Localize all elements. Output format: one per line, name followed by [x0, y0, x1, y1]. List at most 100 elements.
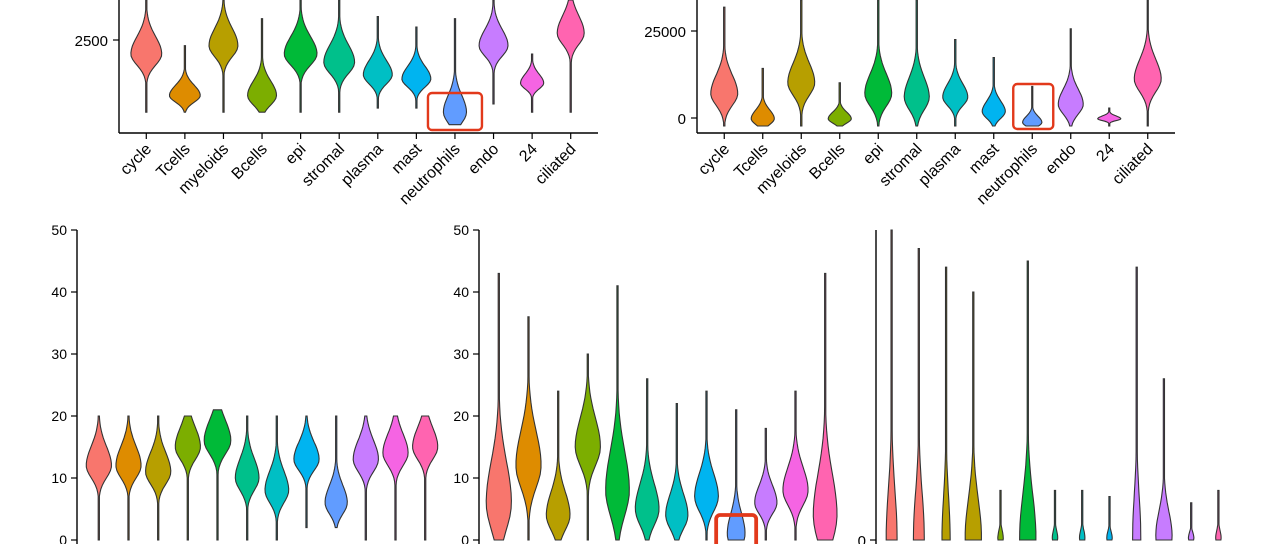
violin-epi — [864, 0, 893, 127]
violin-24 — [1097, 107, 1122, 127]
violin-Bcells — [827, 82, 852, 127]
x-tick-label-endo: endo — [465, 141, 502, 178]
violin-group-10 — [352, 415, 379, 541]
violin-plasma — [362, 16, 393, 109]
x-tick-label-ciliated: ciliated — [1109, 141, 1156, 188]
violin-group-11 — [782, 390, 809, 541]
x-tick-label-cycle: cycle — [117, 141, 155, 179]
violin-group — [710, 0, 1162, 131]
violin-group-6 — [234, 415, 260, 541]
y-ticks: 0 10 20 30 40 50 — [51, 222, 77, 544]
y-tick-label: 40 — [51, 284, 67, 300]
violin-group-5 — [203, 409, 232, 541]
violin-group-2 — [115, 415, 142, 541]
violin-group — [130, 0, 585, 132]
violin-neutrophils — [442, 18, 468, 126]
violin-stromal — [903, 0, 930, 127]
highlight-box — [426, 91, 484, 132]
y-tick-label: 50 — [51, 222, 67, 238]
x-tick-label-epi: epi — [860, 141, 887, 168]
x-tick-label-stromal: stromal — [299, 141, 348, 190]
violin-group-1 — [485, 272, 512, 541]
violin-mast — [401, 26, 432, 109]
violin-group-6 — [634, 378, 660, 541]
violin-group-12 — [412, 415, 439, 541]
violin-ciliated — [1133, 0, 1162, 127]
violin-Bcells — [247, 18, 278, 113]
y-tick-label: 0 — [858, 533, 866, 544]
violin-24 — [519, 53, 545, 113]
y-tick-label: 20 — [453, 408, 469, 424]
x-tick-label-Bcells: Bcells — [806, 141, 848, 183]
panel-bottom-right: 0 — [858, 229, 1222, 544]
violin-group-3 — [545, 390, 571, 541]
violin-group-1 — [85, 415, 112, 541]
y-tick-label: 10 — [453, 470, 469, 486]
y-tick-label: 50 — [453, 222, 469, 238]
violin-group-8 — [293, 415, 320, 529]
violin-group-9 — [726, 409, 746, 541]
violin-group-3 — [941, 266, 951, 541]
highlight-box — [714, 513, 759, 544]
y-tick-label: 30 — [51, 346, 67, 362]
x-tick-label-plasma: plasma — [916, 141, 965, 190]
panel-bottom-left: 0 10 20 30 40 50 — [51, 222, 439, 544]
violin-group-7 — [264, 415, 290, 541]
violin-group — [85, 409, 439, 541]
x-tick-label-epi: epi — [282, 141, 309, 168]
violin-group-7 — [665, 403, 689, 541]
y-tick-label: 40 — [453, 284, 469, 300]
violin-group-11 — [382, 415, 409, 541]
violin-neutrophils — [1022, 85, 1043, 127]
y-tick-label: 30 — [453, 346, 469, 362]
y-tick-label: 10 — [51, 470, 67, 486]
violin-group-2 — [515, 316, 542, 541]
y-tick-label: 0 — [678, 111, 686, 128]
x-tick-label-plasma: plasma — [338, 141, 387, 190]
violin-endo — [1057, 28, 1084, 127]
violin-Tcells — [168, 45, 201, 113]
violin-group — [485, 272, 838, 544]
x-tick-label-ciliated: ciliated — [532, 141, 579, 188]
x-tick-label-stromal: stromal — [876, 141, 925, 190]
violin-endo — [478, 0, 509, 105]
x-tick-label-Bcells: Bcells — [229, 141, 271, 183]
violin-group-8 — [694, 390, 719, 541]
violin-myeloids — [787, 0, 816, 127]
panel-bottom-middle: 0 10 20 30 40 50 — [453, 222, 838, 544]
x-tick-label-endo: endo — [1042, 141, 1079, 178]
x-tick-label-cycle: cycle — [695, 141, 733, 179]
violin-group-6 — [1019, 260, 1037, 541]
violin-group-1 — [885, 229, 898, 541]
violin-cycle — [710, 6, 739, 127]
violin-group-7 — [1051, 489, 1059, 541]
violin-group-5 — [605, 285, 630, 541]
violin-mast — [981, 57, 1006, 127]
violin-myeloids — [208, 0, 239, 113]
violin-Tcells — [750, 67, 775, 127]
violin-group-4 — [964, 291, 982, 541]
violin-group-2 — [912, 248, 925, 541]
violin-group-4 — [574, 353, 601, 541]
violin-group-5 — [997, 489, 1004, 541]
y-tick-label: 2500 — [75, 33, 108, 50]
highlight-box — [1012, 82, 1055, 131]
y-tick-label: 0 — [59, 532, 67, 544]
x-tick-label-24: 24 — [516, 141, 541, 166]
violin-group — [885, 229, 1222, 541]
violin-epi — [283, 0, 318, 113]
violin-ciliated — [556, 0, 585, 113]
y-ticks: 0 10 20 30 40 50 — [453, 222, 479, 544]
violin-group-3 — [145, 415, 172, 541]
y-tick-label: 25000 — [644, 24, 686, 41]
violin-plasma — [942, 39, 969, 127]
violin-group-13 — [1215, 489, 1222, 541]
violin-group-12 — [1187, 502, 1195, 541]
violin-group-10 — [1132, 266, 1142, 541]
y-tick-label: 0 — [461, 532, 469, 544]
